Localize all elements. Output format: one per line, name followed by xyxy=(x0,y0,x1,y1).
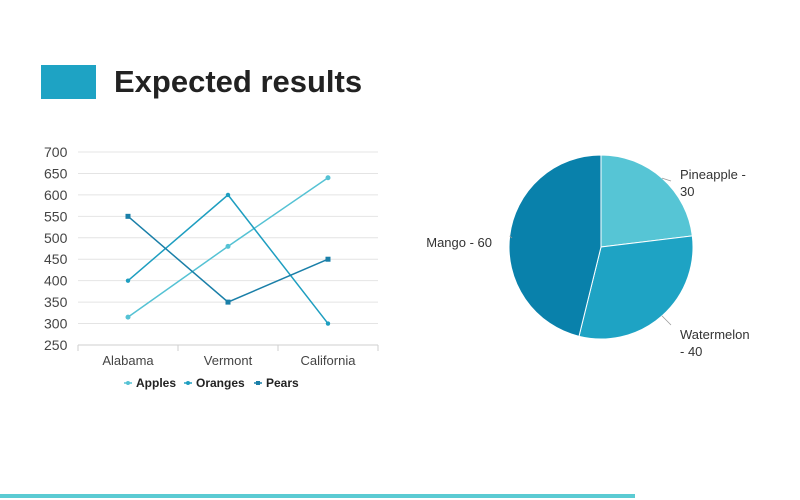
pie-leader-line xyxy=(509,235,513,239)
x-tick-label: Vermont xyxy=(204,353,253,368)
legend-label: Pears xyxy=(266,376,299,390)
pie-label: Pineapple - 30 xyxy=(680,167,746,199)
data-point-oranges xyxy=(125,278,131,283)
data-point-apples xyxy=(125,314,131,320)
pie-slice xyxy=(508,154,602,337)
pie-leader-line xyxy=(661,315,672,326)
x-tick-label: Alabama xyxy=(102,353,154,368)
legend-label: Apples xyxy=(136,376,176,390)
pie-label-line: Pineapple - xyxy=(680,167,746,182)
x-tick-label: California xyxy=(301,353,357,368)
slide-title: Expected results xyxy=(114,64,363,99)
y-tick-label: 300 xyxy=(44,316,68,332)
y-tick-label: 500 xyxy=(44,230,68,246)
legend-label: Oranges xyxy=(196,376,245,390)
y-tick-label: 700 xyxy=(44,144,68,160)
pie-label: Mango - 60 xyxy=(426,235,492,250)
footer-accent-line xyxy=(0,494,635,498)
title-accent-block xyxy=(41,65,96,99)
pie-label-line: Watermelon xyxy=(680,327,750,342)
data-point-pears xyxy=(225,299,231,305)
y-tick-label: 450 xyxy=(44,251,68,267)
data-point-apples xyxy=(325,175,331,181)
y-tick-label: 600 xyxy=(44,187,68,203)
y-tick-label: 400 xyxy=(44,273,68,289)
y-tick-label: 350 xyxy=(44,294,68,310)
data-point-pears xyxy=(325,256,331,262)
pie-slice xyxy=(578,235,694,340)
y-tick-label: 250 xyxy=(44,337,68,353)
pie-label-line: 30 xyxy=(680,184,694,199)
y-tick-label: 650 xyxy=(44,165,68,181)
legend-marker xyxy=(256,381,260,385)
pie-leader-line xyxy=(661,177,672,182)
pie-label: Watermelon - 40 xyxy=(680,327,750,359)
pie-label-line: - 40 xyxy=(680,344,702,359)
y-tick-label: 550 xyxy=(44,208,68,224)
legend-marker xyxy=(126,381,130,385)
legend-marker xyxy=(186,381,190,385)
data-point-apples xyxy=(225,243,231,249)
data-point-pears xyxy=(125,213,131,219)
data-point-oranges xyxy=(225,192,231,198)
data-point-oranges xyxy=(325,321,331,326)
pie-label-line: Mango - 60 xyxy=(426,235,492,250)
pie-slice xyxy=(600,154,693,248)
